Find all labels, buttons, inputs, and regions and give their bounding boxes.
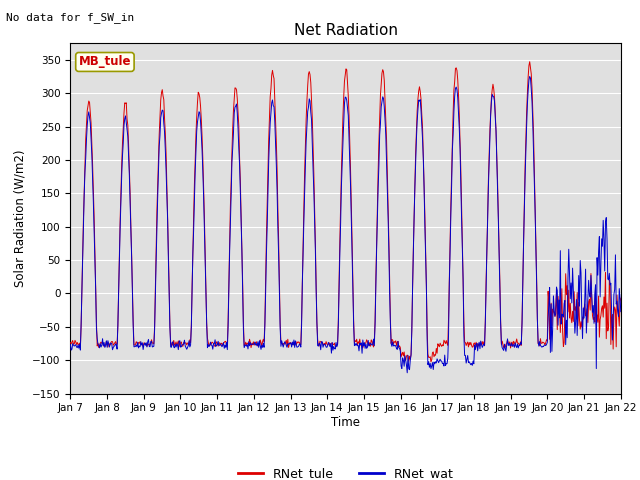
- Text: No data for f_SW_in: No data for f_SW_in: [6, 12, 134, 23]
- Legend: RNet_tule, RNet_wat: RNet_tule, RNet_wat: [233, 462, 458, 480]
- Y-axis label: Solar Radiation (W/m2): Solar Radiation (W/m2): [13, 150, 27, 287]
- X-axis label: Time: Time: [331, 416, 360, 429]
- Text: MB_tule: MB_tule: [79, 56, 131, 69]
- Title: Net Radiation: Net Radiation: [294, 23, 397, 38]
